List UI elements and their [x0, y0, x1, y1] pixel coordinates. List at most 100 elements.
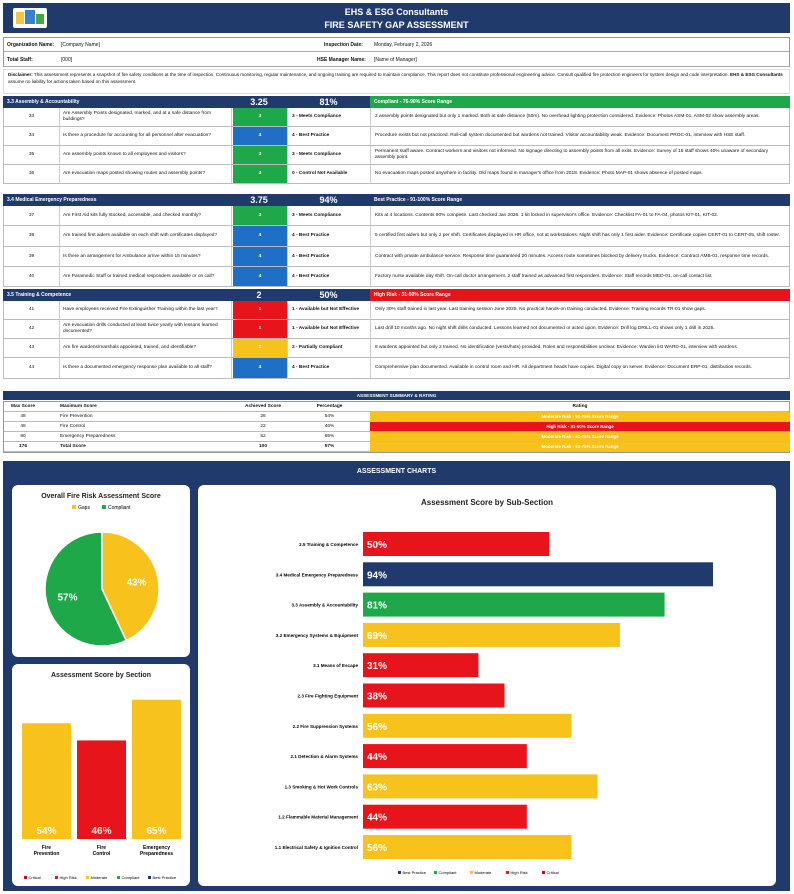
section-chart-title: Assessment Score by Section — [51, 672, 151, 679]
legend-label: Critical — [29, 875, 41, 880]
subsection-bar-label: 31% — [367, 661, 387, 672]
subsection-bar-label: 69% — [367, 631, 387, 642]
staff-label: Total Staff: — [7, 57, 33, 63]
question-row: 41 Have employees received Fire Extinguis… — [3, 301, 790, 320]
question-text: Are Assembly Points designated, marked, … — [60, 108, 232, 126]
org-value[interactable]: [Company Name] — [61, 42, 100, 48]
score-level[interactable]: 3 - Meets Compliance — [288, 108, 371, 126]
score-level[interactable]: 4 - Best Practice — [288, 226, 371, 246]
section-header: 3.3 Assembly & Accountability 3.25 81% Comp… — [3, 96, 790, 108]
subsection-bar[interactable] — [363, 622, 620, 647]
subsection-category-label: 3.3 Assembly & Accountability — [291, 603, 358, 608]
section-percentage: 50% — [319, 290, 338, 300]
section-bar-chart: 54%FirePrevention46%FireControl65%Emerge… — [22, 699, 181, 880]
summary-cell-max: 176 — [18, 444, 27, 449]
section-range-badge: Best Practice - 91-100% Score Range — [370, 194, 790, 206]
score-level[interactable]: 2 - Partially Compliant — [288, 339, 371, 357]
score-level[interactable]: 4 - Best Practice — [288, 247, 371, 266]
subsection-bar[interactable] — [363, 592, 665, 617]
legend-label: High Risk — [511, 870, 528, 875]
subsection-bar[interactable] — [363, 683, 505, 708]
section-name: 3.3 Assembly & Accountability — [7, 99, 80, 105]
score-cell[interactable]: 3 — [233, 206, 288, 225]
company-name: EHS & ESG Consultants — [344, 7, 449, 17]
section-chart-card: Assessment Score by Section 54% Fire Preve… — [12, 664, 190, 886]
score-cell[interactable]: 4 — [233, 127, 288, 145]
score-level[interactable]: 3 - Meets Compliance — [288, 206, 371, 225]
legend-label: Best Practice — [403, 870, 427, 875]
evidence-text: Factory nurse available day shift. On-ca… — [375, 273, 713, 279]
info-row: Organization Name: [Company Name] Inspec… — [4, 38, 789, 52]
score-cell[interactable]: 4 — [233, 267, 288, 286]
section-percentage: 81% — [319, 97, 338, 107]
score-level[interactable]: 1 - Available but Not Effective — [288, 320, 371, 338]
report-header: EHS & ESG Consultants FIRE SAFETY GAP AS… — [3, 3, 790, 33]
evidence-text: Contract with private ambulance service.… — [375, 253, 770, 259]
score-cell[interactable]: 4 — [233, 247, 288, 266]
subsection-bar[interactable] — [363, 562, 713, 587]
subsection-category-label: 2.2 Fire Suppression Systems — [293, 724, 359, 729]
question-text: Is there a documented emergency response… — [60, 358, 232, 378]
subsection-bar[interactable] — [363, 744, 527, 769]
pie-slice[interactable] — [101, 531, 160, 642]
score-level[interactable]: 3 - Meets Compliance — [288, 146, 371, 164]
subsection-bar[interactable] — [363, 804, 527, 829]
question-text: Is there an arrangement for Ambulance ar… — [60, 247, 232, 266]
score-cell[interactable]: 4 — [233, 226, 288, 246]
score-level[interactable]: 4 - Best Practice — [288, 127, 371, 145]
summary-cell-ach: 26 — [260, 414, 266, 419]
score-cell[interactable]: 4 — [233, 358, 288, 378]
section-range-badge: High Risk - 31-50% Score Range — [370, 289, 790, 301]
pie-legend: Gaps Compliant — [72, 505, 131, 511]
subsection-category-label: 1.1 Electrical Safety & Ignition Control — [275, 845, 358, 850]
charts-panel: ASSESSMENT CHARTS Overall Fire Risk Asse… — [3, 461, 790, 891]
score-level[interactable]: 4 - Best Practice — [288, 358, 371, 378]
legend-swatch — [102, 505, 106, 509]
score-cell[interactable]: 2 — [233, 339, 288, 357]
section-bar[interactable] — [77, 740, 126, 839]
summary-column-header: Percentage — [316, 404, 343, 409]
score-level[interactable]: 0 - Control Not Available — [288, 165, 371, 183]
pie-chart: Gaps Compliant 43% 57% — [44, 505, 160, 647]
legend-swatch — [434, 871, 437, 874]
summary-cell-ach: 100 — [258, 444, 267, 449]
manager-value[interactable]: [Name of Manager] — [374, 57, 417, 63]
subsection-bar[interactable] — [363, 653, 479, 678]
score-level[interactable]: 1 - Available but Not Effective — [288, 301, 371, 319]
score-level[interactable]: 4 - Best Practice — [288, 267, 371, 286]
summary-cell-rating: Moderate Risk - 51-75% Score Range — [370, 412, 790, 421]
score-cell[interactable]: 3 — [233, 108, 288, 126]
evidence-text: 5 certified first aiders but only 2 per … — [375, 233, 780, 238]
subsection-bar[interactable] — [363, 774, 598, 799]
score-cell[interactable]: 3 — [233, 146, 288, 164]
pie-slice[interactable] — [44, 531, 128, 647]
question-text: Are evacuation drills conducted at least… — [60, 320, 232, 338]
section-bar-label: 65% — [146, 826, 166, 837]
staff-value[interactable]: [000] — [61, 57, 73, 63]
evidence-text: Permanent staff aware. Contract workers … — [375, 149, 769, 160]
question-row: 42 Are evacuation drills conducted at lea… — [3, 320, 790, 339]
subsection-bar[interactable] — [363, 835, 572, 859]
subsection-bar[interactable] — [363, 532, 550, 556]
info-panel: Organization Name: [Company Name] Inspec… — [3, 37, 790, 67]
subsection-bar-label: 50% — [367, 540, 387, 551]
section-header: 3.5 Training & Competence 2 50% High Risk -… — [3, 289, 790, 301]
section-bar[interactable] — [22, 723, 71, 839]
section-category-label: Prevention — [34, 851, 60, 857]
subsection-category-label: 3.4 Medical Emergency Preparedness — [276, 572, 359, 577]
question-number: 37 — [4, 206, 60, 225]
legend-swatch — [86, 876, 89, 879]
evidence-text: Only 30% staff trained in last year. Las… — [375, 307, 706, 312]
subsection-bar-label: 38% — [367, 692, 387, 703]
subsection-bar[interactable] — [363, 713, 572, 738]
summary-column-header: Maximum Score — [60, 404, 97, 409]
legend-swatch — [72, 505, 76, 509]
question-number: 36 — [4, 165, 60, 183]
score-cell[interactable]: 1 — [233, 301, 288, 319]
section-bar[interactable] — [132, 699, 181, 839]
score-cell[interactable]: 3 — [233, 165, 288, 183]
score-cell[interactable]: 1 — [233, 320, 288, 338]
subsection-bar-label: 63% — [367, 782, 387, 793]
section-percentage: 94% — [319, 195, 338, 205]
date-value[interactable]: Monday, February 2, 2026 — [374, 42, 433, 48]
